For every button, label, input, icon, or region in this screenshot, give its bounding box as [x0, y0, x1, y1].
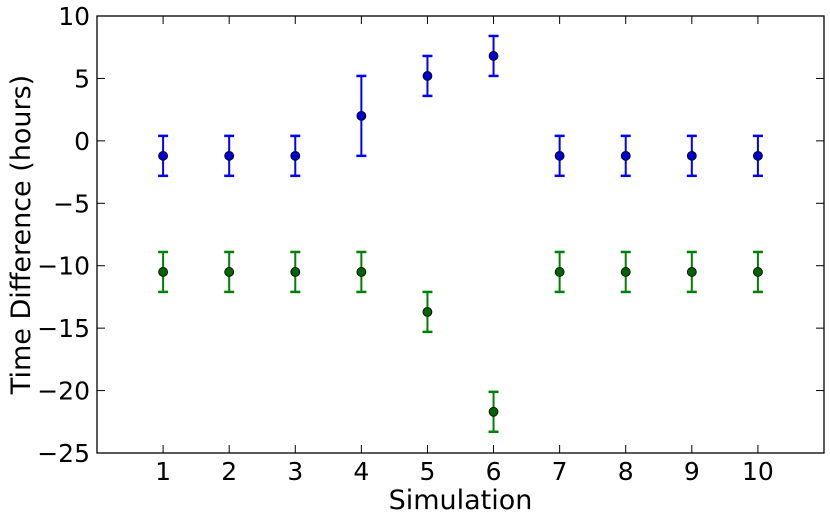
data-point	[488, 51, 499, 61]
y-tick-label: 0	[74, 127, 90, 156]
data-point	[356, 110, 367, 121]
data-point	[753, 150, 763, 161]
x-tick-label: 3	[287, 457, 303, 486]
data-point	[290, 150, 301, 161]
x-tick-label: 9	[684, 457, 700, 486]
x-tick-label: 6	[486, 457, 502, 486]
series-1	[158, 34, 763, 178]
data-point	[686, 267, 697, 277]
y-tick-label: 5	[74, 64, 90, 93]
data-point	[753, 267, 763, 277]
data-point	[290, 267, 301, 277]
tick-labels: 1 2 3 4 5 6 7 8 9 10 −25 −20 −15 −10 −5 0 5 10	[37, 2, 774, 486]
x-tick-label: 8	[618, 457, 634, 486]
x-tick-label: 10	[742, 457, 774, 486]
x-tick-label: 5	[420, 457, 436, 486]
data-point	[224, 150, 235, 161]
y-tick-label: −15	[37, 314, 90, 343]
data-point	[158, 150, 168, 161]
y-tick-label: −10	[37, 252, 90, 281]
y-tick-label: −25	[37, 439, 90, 468]
y-tick-label: −20	[37, 377, 90, 406]
y-tick-label: 10	[58, 2, 90, 31]
y-axis-label: Time Difference (hours)	[6, 75, 37, 395]
data-point	[158, 267, 168, 277]
data-point	[422, 71, 433, 81]
data-point	[620, 267, 631, 277]
x-tick-label: 1	[155, 457, 171, 486]
data-point	[620, 150, 631, 161]
data-point	[488, 406, 499, 417]
x-tick-label: 4	[353, 457, 369, 486]
data-point	[554, 150, 565, 161]
x-tick-label: 7	[552, 457, 568, 486]
data-point	[356, 267, 367, 277]
x-tick-label: 2	[221, 457, 237, 486]
series-2	[158, 250, 763, 434]
y-tick-label: −5	[53, 189, 90, 218]
plot-frame	[96, 15, 825, 454]
data-point	[422, 307, 433, 317]
x-axis-label: Simulation	[389, 485, 533, 516]
data-marks	[158, 34, 763, 434]
data-point	[554, 267, 565, 277]
data-point	[224, 267, 235, 277]
data-point	[686, 150, 697, 161]
axis-ticks	[97, 15, 824, 454]
